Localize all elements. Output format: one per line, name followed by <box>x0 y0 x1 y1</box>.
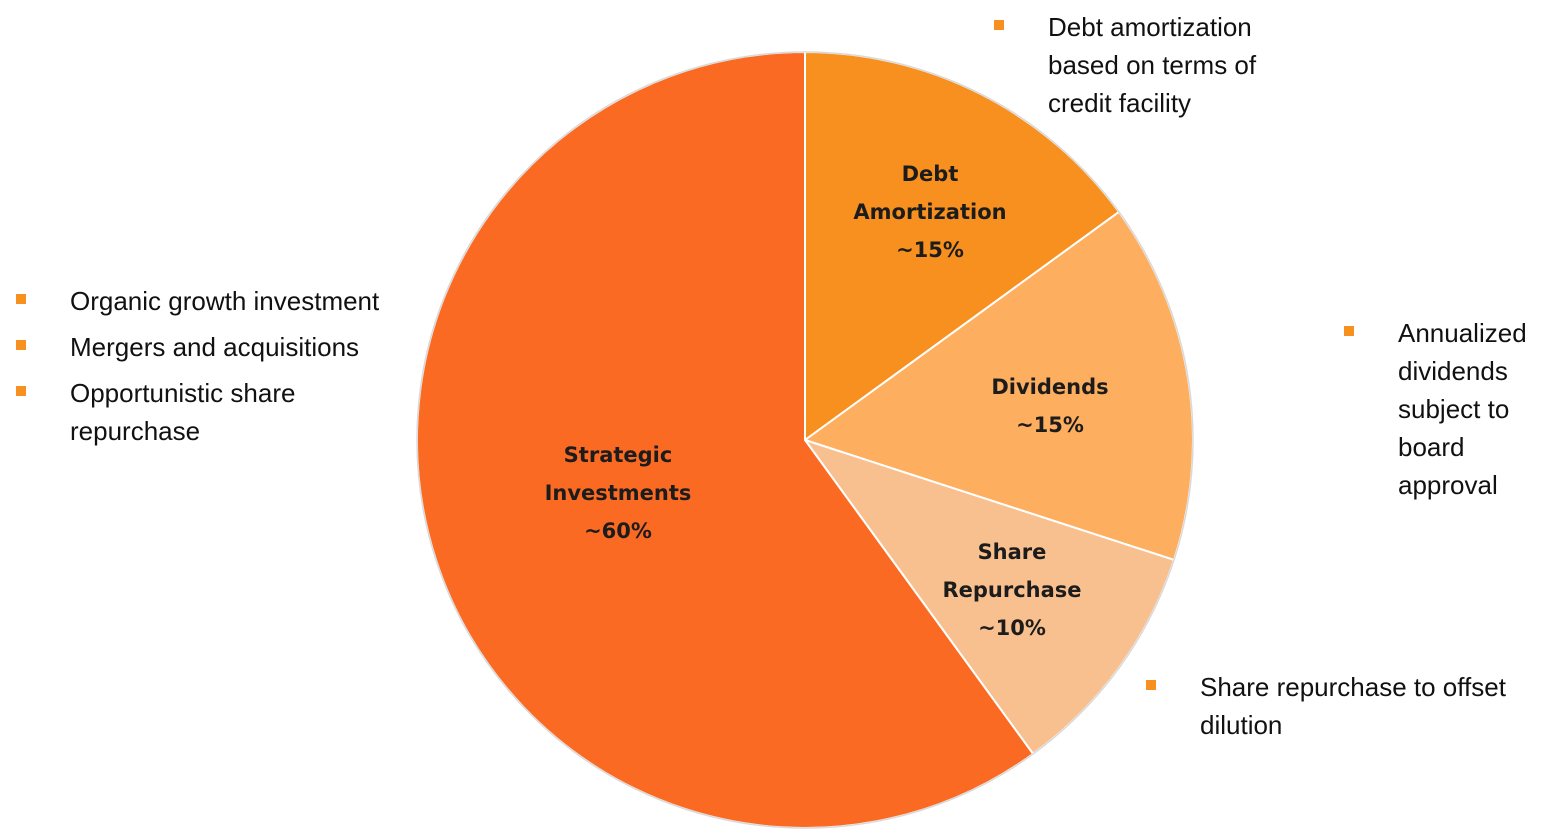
annotation-text: Opportunistic share repurchase <box>70 378 296 446</box>
bullet <box>16 386 26 396</box>
annotation-text: Mergers and acquisitions <box>70 332 360 362</box>
annotation-item: Opportunistic share repurchase <box>16 374 380 450</box>
annotation-text: Organic growth investment <box>70 286 380 316</box>
bullet <box>1344 326 1354 336</box>
annotation: Share repurchase to offset dilution <box>1146 668 1550 752</box>
value-label: ~60% <box>584 519 652 543</box>
category-name: Dividends <box>991 375 1109 399</box>
slice-label: Strategic Investments ~60% <box>528 436 708 550</box>
annotation: Debt amortization based on terms of cred… <box>994 8 1318 130</box>
slice-label: Debt Amortization ~15% <box>840 155 1020 269</box>
annotation-text: Annualized dividends subject to board ap… <box>1398 318 1527 500</box>
bullet <box>16 340 26 350</box>
slice-label: Dividends ~15% <box>960 368 1140 444</box>
value-label: ~15% <box>1016 413 1084 437</box>
annotation-item: Organic growth investment <box>16 282 380 320</box>
category-name: Strategic Investments <box>544 443 692 505</box>
annotation-item: Share repurchase to offset dilution <box>1146 668 1550 744</box>
value-label: ~10% <box>978 616 1046 640</box>
annotation-text: Debt amortization based on terms of cred… <box>1048 12 1257 118</box>
annotation-item: Debt amortization based on terms of cred… <box>994 8 1318 122</box>
bullet <box>16 294 26 304</box>
annotation: Annualized dividends subject to board ap… <box>1344 314 1558 512</box>
annotation: Organic growth investment Mergers and acq… <box>16 282 380 458</box>
annotation-item: Annualized dividends subject to board ap… <box>1344 314 1558 504</box>
annotation-item: Mergers and acquisitions <box>16 328 380 366</box>
value-label: ~15% <box>896 238 964 262</box>
category-name: Debt Amortization <box>853 162 1007 224</box>
slice-label: Share Repurchase ~10% <box>922 533 1102 647</box>
category-name: Share Repurchase <box>942 540 1082 602</box>
annotation-text: Share repurchase to offset dilution <box>1200 672 1506 740</box>
pie-outline <box>416 51 1194 829</box>
bullet <box>1146 680 1156 690</box>
bullet <box>994 20 1004 30</box>
